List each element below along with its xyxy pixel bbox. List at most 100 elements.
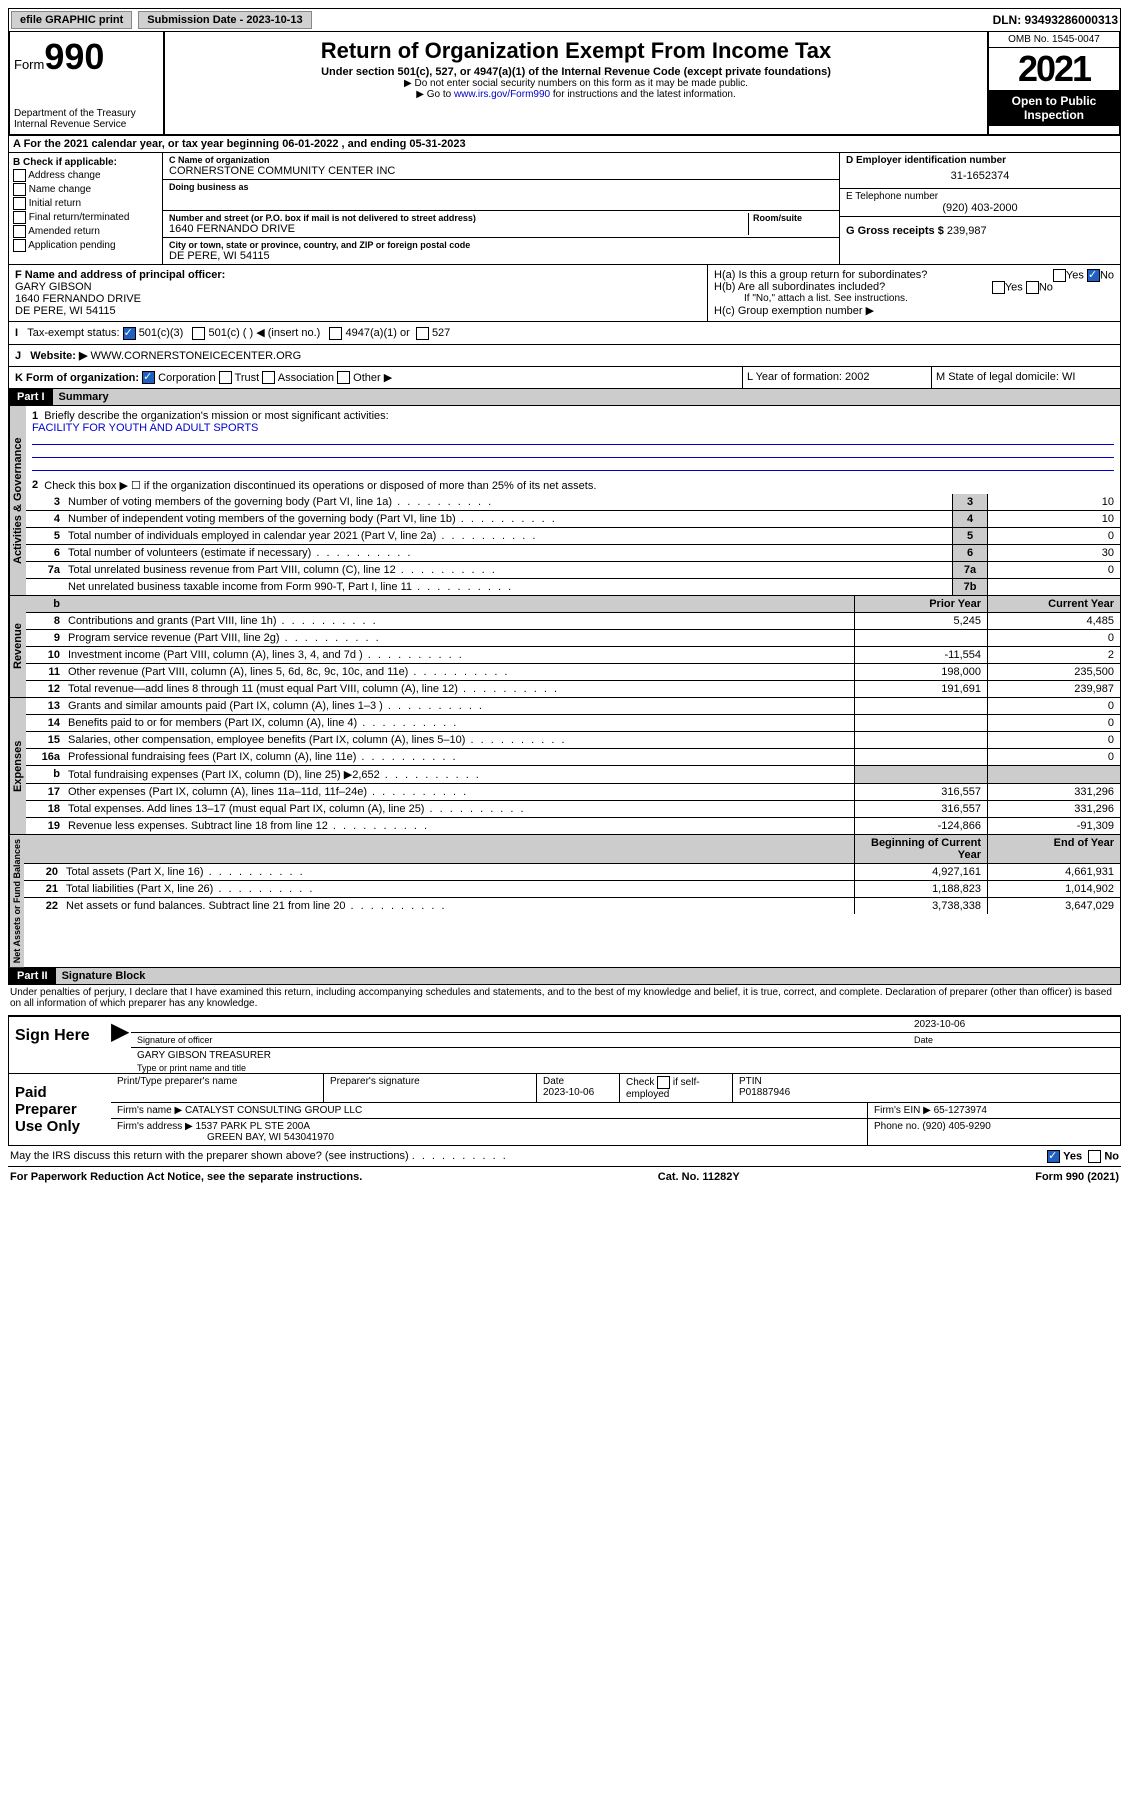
firm-addr1: 1537 PARK PL STE 200A — [196, 1121, 311, 1132]
public-inspection: Open to Public Inspection — [989, 90, 1119, 126]
form-number: 990 — [44, 36, 104, 77]
form-label: Form — [14, 57, 44, 72]
city-state-zip: DE PERE, WI 54115 — [169, 250, 833, 262]
chk-corporation[interactable] — [142, 371, 155, 384]
col-begin: Beginning of Current Year — [854, 835, 987, 863]
officer-addr2: DE PERE, WI 54115 — [15, 305, 701, 317]
prep-date: 2023-10-06 — [543, 1087, 594, 1098]
officer-name: GARY GIBSON — [15, 281, 701, 293]
type-name-label: Type or print name and title — [131, 1063, 1120, 1073]
top-bar: efile GRAPHIC print Submission Date - 20… — [8, 8, 1121, 32]
date-label: Date — [914, 1035, 1114, 1045]
officer-sign-name: GARY GIBSON TREASURER — [137, 1050, 271, 1061]
firm-phone: (920) 405-9290 — [922, 1121, 990, 1132]
row-i-j: I Tax-exempt status: 501(c)(3) 501(c) ( … — [8, 322, 1121, 367]
h-b-note: If "No," attach a list. See instructions… — [714, 293, 1114, 304]
org-name: CORNERSTONE COMMUNITY CENTER INC — [169, 165, 833, 177]
tax-year: 2021 — [989, 48, 1119, 90]
table-row: 9Program service revenue (Part VIII, lin… — [26, 630, 1120, 647]
signature-block: Sign Here ▶ 2023-10-06 Signature of offi… — [8, 1015, 1121, 1146]
line-a: A For the 2021 calendar year, or tax yea… — [8, 136, 1121, 153]
chk-other[interactable] — [337, 371, 350, 384]
chk-name-change[interactable]: Name change — [13, 183, 158, 196]
chk-final-return[interactable]: Final return/terminated — [13, 211, 158, 224]
vlabel-net: Net Assets or Fund Balances — [9, 835, 24, 967]
chk-501c3[interactable] — [123, 327, 136, 340]
paid-preparer-label: Paid Preparer Use Only — [9, 1074, 111, 1145]
row-f-h: F Name and address of principal officer:… — [8, 265, 1121, 322]
chk-discuss-no[interactable] — [1088, 1150, 1101, 1163]
column-c: C Name of organizationCORNERSTONE COMMUN… — [163, 153, 839, 264]
form-header: Form990 Department of the Treasury Inter… — [8, 32, 1121, 136]
line1-label: Briefly describe the organization's miss… — [44, 410, 388, 422]
sig-officer-label: Signature of officer — [137, 1035, 914, 1045]
irs-link[interactable]: www.irs.gov/Form990 — [454, 89, 550, 100]
org-name-label: C Name of organization — [169, 155, 833, 165]
section-expenses: Expenses 13Grants and similar amounts pa… — [8, 698, 1121, 835]
column-d: D Employer identification number31-16523… — [839, 153, 1120, 264]
chk-discuss-yes[interactable] — [1047, 1150, 1060, 1163]
h-b: H(b) Are all subordinates included? Yes … — [714, 281, 1114, 293]
efile-print-button[interactable]: efile GRAPHIC print — [11, 11, 132, 29]
table-row: 16aProfessional fundraising fees (Part I… — [26, 749, 1120, 766]
dept-treasury: Department of the Treasury — [14, 108, 159, 119]
chk-application-pending[interactable]: Application pending — [13, 239, 158, 252]
cat-no: Cat. No. 11282Y — [658, 1171, 740, 1183]
submission-date: Submission Date - 2023-10-13 — [138, 11, 311, 29]
chk-address-change[interactable]: Address change — [13, 169, 158, 182]
section-revenue: Revenue bPrior YearCurrent Year 8Contrib… — [8, 596, 1121, 698]
vlabel-revenue: Revenue — [9, 596, 26, 697]
chk-4947[interactable] — [329, 327, 342, 340]
officer-label: F Name and address of principal officer: — [15, 269, 701, 281]
phone-label: E Telephone number — [846, 191, 1114, 202]
gross-label: G Gross receipts $ — [846, 225, 944, 237]
table-row: 5Total number of individuals employed in… — [26, 528, 1120, 545]
mission[interactable]: FACILITY FOR YOUTH AND ADULT SPORTS — [32, 422, 258, 434]
firm-addr2: GREEN BAY, WI 543041970 — [117, 1132, 334, 1143]
vlabel-governance: Activities & Governance — [9, 406, 26, 595]
year-formation: L Year of formation: 2002 — [742, 367, 931, 389]
sign-date: 2023-10-06 — [914, 1019, 1114, 1030]
form-ref: Form 990 (2021) — [1035, 1171, 1119, 1183]
website: WWW.CORNERSTONEICECENTER.ORG — [91, 350, 302, 362]
subtitle-2: ▶ Do not enter social security numbers o… — [169, 78, 983, 89]
h-c: H(c) Group exemption number ▶ — [714, 304, 1114, 317]
table-row: 8Contributions and grants (Part VIII, li… — [26, 613, 1120, 630]
chk-association[interactable] — [262, 371, 275, 384]
part2-header: Part IISignature Block — [8, 968, 1121, 985]
col-current: Current Year — [987, 596, 1120, 612]
table-row: 22Net assets or fund balances. Subtract … — [24, 898, 1120, 914]
table-row: 20Total assets (Part X, line 16)4,927,16… — [24, 864, 1120, 881]
part1-header: Part ISummary — [8, 389, 1121, 406]
ein: 31-1652374 — [846, 166, 1114, 186]
table-row: 21Total liabilities (Part X, line 26)1,1… — [24, 881, 1120, 898]
table-row: 3Number of voting members of the governi… — [26, 494, 1120, 511]
page-footer: For Paperwork Reduction Act Notice, see … — [8, 1166, 1121, 1187]
prep-name-hdr: Print/Type preparer's name — [111, 1074, 324, 1103]
firm-ein: 65-1273974 — [934, 1105, 987, 1116]
form-title: Return of Organization Exempt From Incom… — [169, 38, 983, 64]
officer-addr1: 1640 FERNANDO DRIVE — [15, 293, 701, 305]
state-domicile: M State of legal domicile: WI — [931, 367, 1120, 389]
subtitle-1: Under section 501(c), 527, or 4947(a)(1)… — [169, 66, 983, 78]
chk-trust[interactable] — [219, 371, 232, 384]
chk-self-employed[interactable] — [657, 1076, 670, 1089]
addr-label: Number and street (or P.O. box if mail i… — [169, 213, 748, 223]
chk-initial-return[interactable]: Initial return — [13, 197, 158, 210]
arrow-icon: ▶ — [111, 1017, 131, 1073]
chk-527[interactable] — [416, 327, 429, 340]
phone: (920) 403-2000 — [846, 202, 1114, 214]
table-row: 6Total number of volunteers (estimate if… — [26, 545, 1120, 562]
table-row: 7aTotal unrelated business revenue from … — [26, 562, 1120, 579]
table-row: 13Grants and similar amounts paid (Part … — [26, 698, 1120, 715]
subtitle-3: ▶ Go to www.irs.gov/Form990 for instruct… — [169, 89, 983, 100]
section-governance: Activities & Governance 1 Briefly descri… — [8, 406, 1121, 596]
prep-sig-hdr: Preparer's signature — [324, 1074, 537, 1103]
chk-amended[interactable]: Amended return — [13, 225, 158, 238]
sign-here-label: Sign Here — [9, 1017, 111, 1073]
h-a: H(a) Is this a group return for subordin… — [714, 269, 1114, 281]
header-grid: B Check if applicable: Address change Na… — [8, 153, 1121, 265]
table-row: 12Total revenue—add lines 8 through 11 (… — [26, 681, 1120, 697]
table-row: bTotal fundraising expenses (Part IX, co… — [26, 766, 1120, 784]
chk-501c[interactable] — [192, 327, 205, 340]
